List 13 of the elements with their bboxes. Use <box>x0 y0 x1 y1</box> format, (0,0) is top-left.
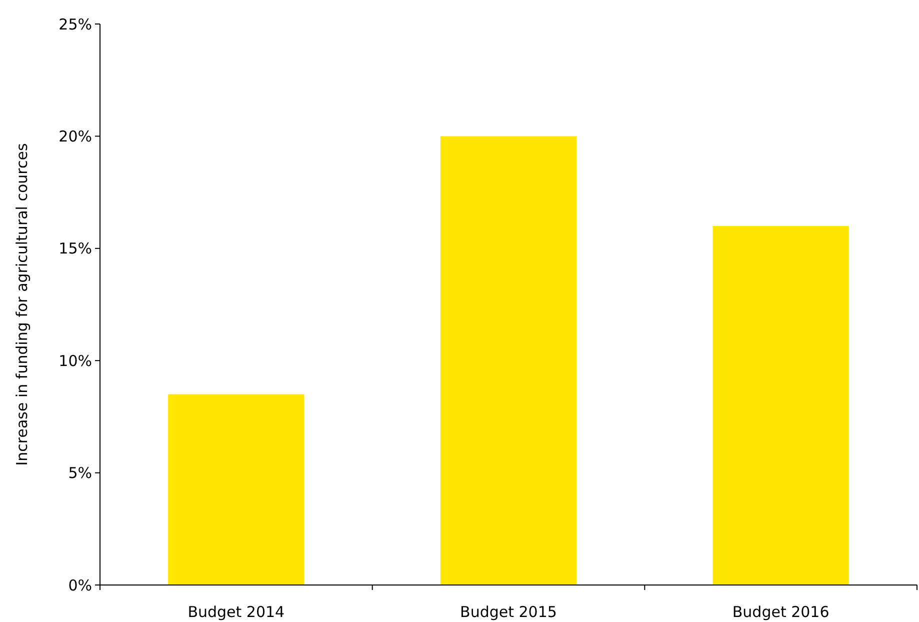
y-tick-label: 20% <box>58 127 92 146</box>
y-tick-label: 5% <box>68 464 92 482</box>
y-axis-title: Increase in funding for agricultural cources <box>13 143 31 466</box>
bar <box>712 226 849 585</box>
bar <box>168 394 304 585</box>
y-tick-label: 0% <box>68 576 92 594</box>
y-tick-label: 15% <box>58 240 92 258</box>
x-tick-label: Budget 2015 <box>460 603 557 621</box>
y-tick-label: 25% <box>58 15 92 34</box>
bar <box>440 136 577 585</box>
x-tick-label: Budget 2014 <box>188 603 285 621</box>
y-tick-label: 10% <box>58 352 92 370</box>
x-tick-label: Budget 2016 <box>732 603 830 621</box>
